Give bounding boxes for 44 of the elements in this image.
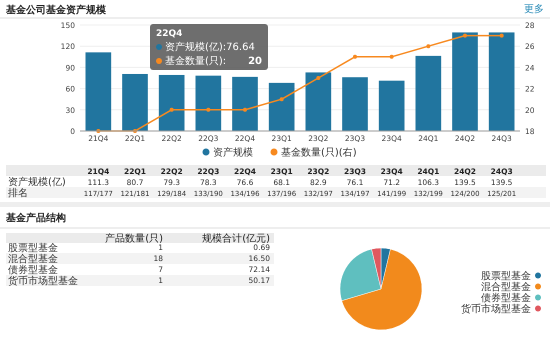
point <box>390 54 394 59</box>
point <box>426 44 430 48</box>
point <box>316 76 320 80</box>
category-label: 债券型基金 <box>8 265 58 276</box>
annotation: 基金数量(只): <box>165 55 226 67</box>
point <box>463 34 467 38</box>
bar <box>416 56 442 131</box>
bar <box>452 32 478 131</box>
bar <box>378 80 404 131</box>
category-label: 股票型基金 <box>8 243 58 254</box>
category-label: 货币市场型基金 <box>8 276 78 287</box>
legend-label: 债券型基金 <box>481 292 531 304</box>
point <box>280 97 284 102</box>
annotation: 资产规模(亿):76.64 <box>165 41 255 53</box>
chart-title: 基金公司基金资产规模 <box>5 4 107 16</box>
point <box>206 108 210 112</box>
bar <box>158 74 184 131</box>
bar <box>268 82 294 131</box>
legend-label: 混合型基金 <box>481 281 531 293</box>
bar <box>196 76 222 131</box>
legend-label: 资产规模 <box>213 146 253 158</box>
bar <box>122 74 148 131</box>
point <box>243 108 247 112</box>
text: 资产规模(亿) <box>8 176 66 188</box>
point <box>353 54 357 59</box>
category-label: 混合型基金 <box>8 254 58 265</box>
annotation: 22Q4 <box>156 29 182 39</box>
legend-label: 货币市场型基金 <box>461 303 531 315</box>
text: 基金产品结构 <box>5 212 66 224</box>
pie-slice <box>341 248 422 330</box>
bar <box>306 72 332 131</box>
bar <box>342 77 368 131</box>
bar <box>86 52 112 131</box>
bar <box>232 76 258 131</box>
text: 更多 <box>524 3 544 15</box>
legend-label: 基金数量(只)(右) <box>281 146 357 158</box>
text: 产品数量(只) <box>105 232 164 244</box>
text: 排名 <box>8 187 28 199</box>
text: 规模合计(亿元) <box>202 232 270 244</box>
annotation: 20 <box>248 56 262 67</box>
bar <box>488 32 514 131</box>
point <box>170 108 174 112</box>
point <box>500 34 504 38</box>
legend-label: 股票型基金 <box>481 270 531 282</box>
